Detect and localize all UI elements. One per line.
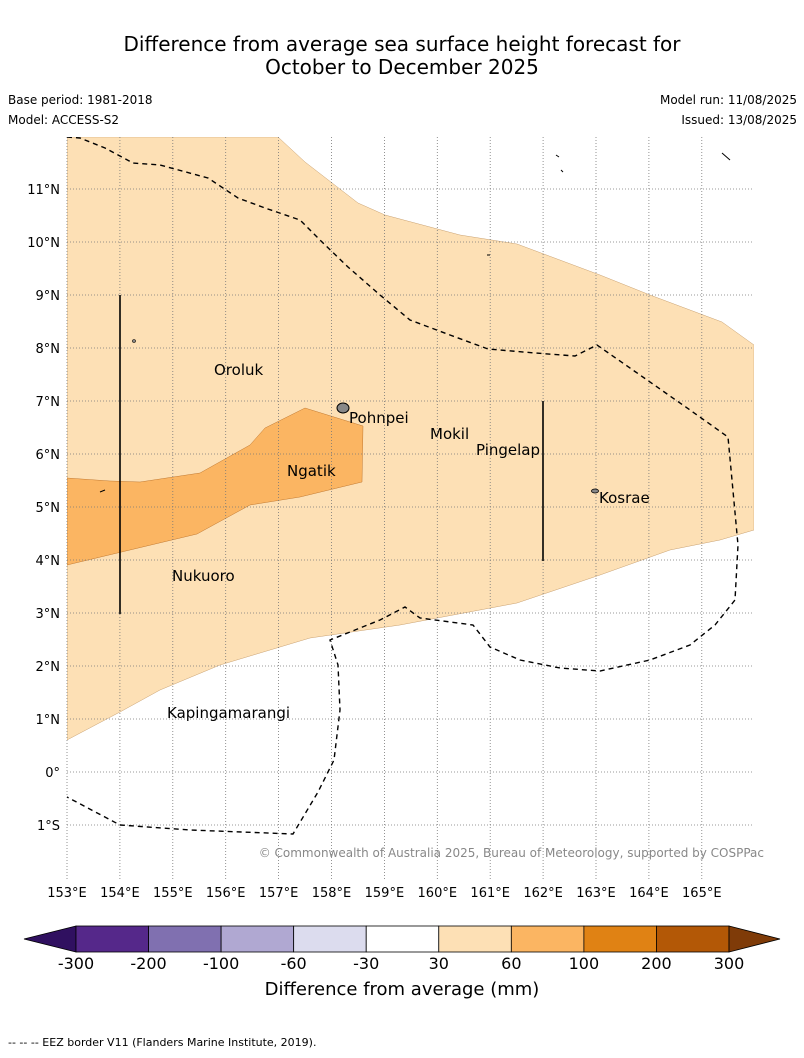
colorbar-extend-low — [23, 925, 77, 953]
longitude-label: 157°E — [259, 886, 299, 901]
longitude-label: 164°E — [629, 886, 669, 901]
latitude-label: 4°N — [36, 554, 61, 569]
latitude-label: 1°S — [37, 819, 60, 834]
longitude-label: 155°E — [153, 886, 193, 901]
latitude-label: 6°N — [36, 448, 61, 463]
colorbar-segment — [583, 925, 657, 953]
longitude-label: 154°E — [100, 886, 140, 901]
colorbar-extend-high — [728, 925, 781, 953]
colorbar-tick-label: 60 — [501, 954, 521, 973]
colorbar-tick-label: -300 — [58, 954, 94, 973]
model-text: Model: ACCESS-S2 — [8, 113, 120, 127]
place-label-mokil: Mokil — [430, 425, 469, 443]
colorbar: -300 -200 -100 -60 -30 30 60 100 200 300 — [23, 925, 781, 973]
place-label-kapingamarangi: Kapingamarangi — [167, 704, 290, 722]
latitude-label: 7°N — [36, 395, 61, 410]
islands — [99, 152, 731, 494]
graticule — [66, 137, 754, 879]
place-label-kosrae: Kosrae — [599, 489, 650, 507]
colorbar-tick-label: 300 — [714, 954, 745, 973]
latitude-label: 5°N — [36, 501, 61, 516]
colorbar-tick-label: 30 — [429, 954, 449, 973]
colorbar-title: Difference from average (mm) — [265, 979, 540, 1000]
map-title-line2: October to December 2025 — [265, 55, 539, 79]
anomaly-region-60-100 — [67, 407, 364, 566]
place-label-pingelap: Pingelap — [476, 441, 540, 459]
colorbar-segment — [148, 925, 222, 953]
place-labels: Oroluk Pohnpei Mokil Pingelap Ngatik Kos… — [167, 361, 650, 722]
longitude-label: 162°E — [523, 886, 563, 901]
place-label-ngatik: Ngatik — [287, 462, 336, 480]
base-period-text: Base period: 1981-2018 — [8, 93, 153, 107]
longitude-label: 156°E — [206, 886, 246, 901]
place-label-oroluk: Oroluk — [214, 361, 263, 379]
colorbar-tick-label: 100 — [569, 954, 600, 973]
colorbar-segment — [438, 925, 512, 953]
longitude-label: 153°E — [47, 886, 87, 901]
colorbar-tick-label: 200 — [641, 954, 672, 973]
issued-text: Issued: 13/08/2025 — [681, 113, 797, 127]
latitude-label: 3°N — [36, 607, 61, 622]
colorbar-segment — [365, 925, 440, 953]
longitude-labels: 153°E 154°E 155°E 156°E 157°E 158°E 159°E 160°E… — [47, 886, 721, 901]
longitude-label: 165°E — [682, 886, 722, 901]
colorbar-segment — [510, 925, 585, 953]
latitude-label: 10°N — [27, 236, 60, 251]
eez-border — [67, 137, 739, 835]
model-run-text: Model run: 11/08/2025 — [659, 93, 797, 107]
latitude-label: 11°N — [27, 183, 60, 198]
map-area — [67, 137, 754, 741]
kosrae-island-icon — [591, 488, 599, 494]
colorbar-tick-label: -60 — [281, 954, 307, 973]
longitude-label: 163°E — [576, 886, 616, 901]
place-label-nukuoro: Nukuoro — [172, 567, 235, 585]
pohnpei-island-icon — [336, 402, 350, 414]
colorbar-tick-label: -30 — [353, 954, 379, 973]
longitude-label: 159°E — [365, 886, 405, 901]
colorbar-segment — [656, 925, 730, 953]
latitude-label: 9°N — [36, 289, 61, 304]
colorbar-segment — [293, 925, 367, 953]
latitude-labels: 11°N 10°N 9°N 8°N 7°N 6°N 5°N 4°N 3°N 2°N 1°N 0° 1°S — [27, 183, 60, 834]
latitude-label: 0° — [45, 766, 60, 781]
map-title-line1: Difference from average sea surface heig… — [123, 32, 681, 56]
colorbar-tick-label: -100 — [203, 954, 239, 973]
islet-icon — [132, 339, 136, 343]
eez-footnote: -- -- -- EEZ border V11 (Flanders Marine… — [8, 1036, 317, 1049]
colorbar-segment — [220, 925, 295, 953]
longitude-label: 158°E — [312, 886, 352, 901]
colorbar-segment — [75, 925, 149, 953]
longitude-label: 160°E — [418, 886, 458, 901]
latitude-label: 2°N — [36, 660, 61, 675]
latitude-label: 8°N — [36, 342, 61, 357]
copyright-text: © Commonwealth of Australia 2025, Bureau… — [259, 846, 764, 860]
place-label-pohnpei: Pohnpei — [349, 409, 409, 427]
longitude-label: 161°E — [470, 886, 510, 901]
anomaly-region-30-60 — [67, 137, 754, 741]
colorbar-tick-label: -200 — [130, 954, 166, 973]
latitude-label: 1°N — [36, 713, 61, 728]
